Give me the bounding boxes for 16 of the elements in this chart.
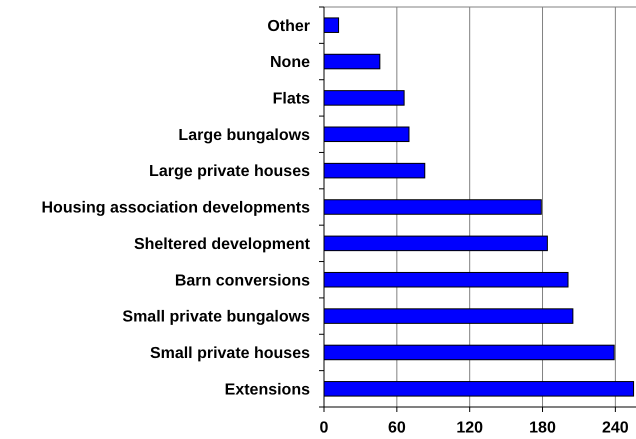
y-tick-label: Sheltered development — [134, 236, 311, 253]
y-tick-label: Other — [267, 18, 310, 35]
x-tick-label: 60 — [388, 420, 406, 437]
x-tick-label: 240 — [602, 420, 629, 437]
y-tick-label: Barn conversions — [174, 272, 310, 290]
y-tick-label: None — [270, 54, 310, 72]
y-tick-label: Small private bungalows — [122, 308, 310, 326]
y-tick-label: Large private houses — [149, 163, 310, 180]
y-tick-label: Extensions — [224, 381, 310, 398]
y-tick-label: Large bungalows — [178, 126, 310, 144]
x-tick-label: 180 — [529, 420, 556, 437]
y-tick-label: Flats — [272, 90, 310, 108]
x-tick-label: 0 — [320, 420, 329, 437]
y-tick-label: Small private houses — [150, 345, 310, 362]
y-tick-label: Housing association developments — [42, 200, 310, 217]
x-tick-label: 120 — [456, 420, 484, 437]
